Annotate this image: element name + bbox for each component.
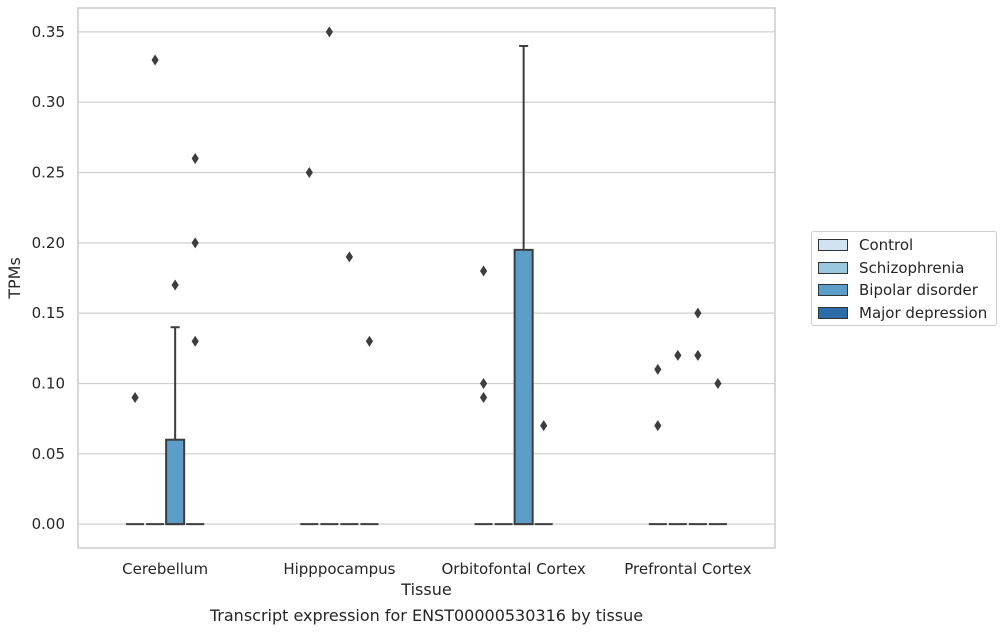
outlier-marker (131, 392, 139, 404)
outlier-marker (479, 377, 488, 389)
legend-item-schizophrenia: Schizophrenia (818, 258, 964, 278)
x-tick-label: Orbitofontal Cortex (442, 560, 586, 578)
legend-label: Bipolar disorder (859, 281, 978, 299)
box-bipolar-disorder (165, 326, 186, 526)
outlier-marker (714, 377, 722, 389)
chart-caption: Transcript expression for ENST0000053031… (209, 606, 644, 625)
outlier-marker (305, 167, 313, 179)
x-tick-label: Prefrontal Cortex (624, 560, 751, 578)
y-axis-title: TPMs (5, 257, 24, 300)
outlier-marker (694, 307, 702, 319)
plot-area (77, 7, 776, 549)
legend-label: Major depression (859, 304, 988, 322)
outlier-marker (479, 392, 488, 404)
legend-item-bipolar-disorder: Bipolar disorder (818, 280, 978, 300)
boxes (126, 44, 727, 526)
legend-swatch (818, 262, 848, 274)
y-tick-label: 0.35 (32, 23, 65, 41)
outlier-marker (674, 349, 682, 361)
legend-item-major-depression: Major depression (818, 303, 987, 323)
legend-swatch (818, 284, 848, 296)
legend-label: Control (859, 236, 914, 254)
y-tick-label: 0.15 (32, 304, 65, 322)
y-tick-labels: 0.00 0.05 0.10 0.15 0.20 0.25 0.30 0.35 (32, 23, 65, 533)
outlier-marker (151, 54, 159, 66)
outliers (131, 26, 722, 432)
x-axis-title: Tissue (400, 580, 451, 599)
legend: Control Schizophrenia Bipolar disorder M… (811, 231, 997, 326)
outlier-marker (540, 420, 548, 432)
outlier-marker (191, 335, 199, 347)
y-tick-label: 0.20 (32, 234, 65, 252)
outlier-marker (654, 420, 662, 432)
x-tick-label: Cerebellum (122, 560, 208, 578)
y-tick-label: 0.25 (32, 164, 65, 182)
y-tick-label: 0.05 (32, 445, 65, 463)
outlier-marker (171, 279, 179, 291)
outlier-marker (365, 335, 374, 347)
box-rect (165, 438, 186, 526)
outlier-marker (345, 251, 353, 263)
outlier-marker (191, 237, 199, 249)
outlier-marker (694, 349, 702, 361)
x-tick-labels: Cerebellum Hipppocampus Orbitofontal Corte… (122, 560, 751, 578)
outlier-marker (191, 152, 199, 164)
box-bipolar-disorder (513, 44, 534, 526)
y-tick-label: 0.30 (32, 93, 65, 111)
y-tick-label: 0.00 (32, 515, 65, 533)
legend-swatch (818, 307, 848, 319)
box-rect (513, 248, 534, 526)
outlier-marker (654, 363, 662, 375)
outlier-marker (479, 265, 488, 277)
y-tick-label: 0.10 (32, 374, 65, 392)
legend-swatch (818, 239, 848, 251)
x-tick-label: Hipppocampus (283, 560, 395, 578)
legend-label: Schizophrenia (859, 259, 965, 277)
outlier-marker (325, 26, 333, 38)
legend-item-control: Control (818, 235, 913, 255)
